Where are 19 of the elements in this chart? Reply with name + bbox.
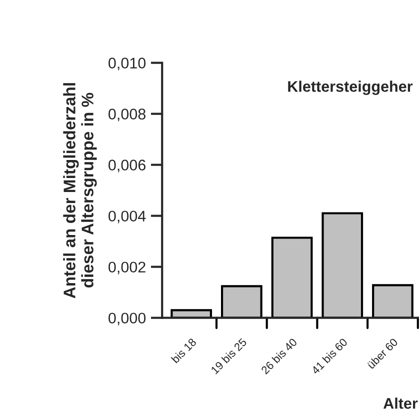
y-tick-label: 0,000 [108,312,146,326]
bar [271,236,313,318]
y-tick-label: 0,010 [108,58,146,70]
text: Klettersteiggeher [288,80,413,95]
x-tick-label: 26 bis 40 [260,338,298,375]
x-axis-title: Alter [383,398,418,409]
bar [322,212,364,318]
y-tick-label: 0,002 [108,262,146,274]
y-tick-label: 0,004 [108,210,146,224]
bar [372,284,414,318]
y-axis-title: Anteil an der Mitgliederzahl dieser Altersgruppe in % [63,83,97,298]
bar [170,309,212,318]
x-tick-label: bis 18 [170,338,197,364]
y-tick-label: 0,006 [108,160,146,172]
x-tick-label: über 60 [366,338,398,370]
y-tick-label: 0,008 [108,108,146,122]
bar [220,285,262,318]
x-tick-label: 41 bis 60 [310,338,348,375]
x-tick-label: 19 bis 25 [210,338,248,374]
